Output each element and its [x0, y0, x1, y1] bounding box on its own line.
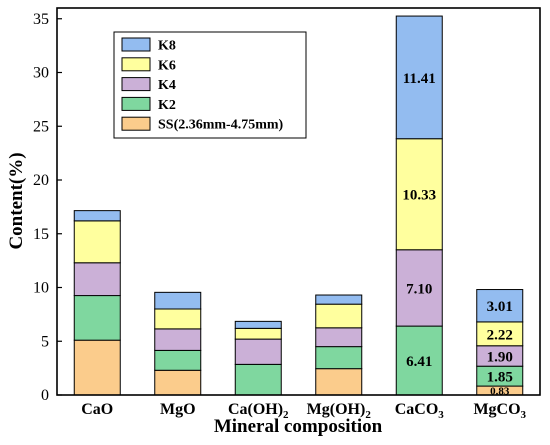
y-tick-label: 35: [33, 11, 49, 28]
bar-segment: [315, 368, 363, 396]
y-tick-label: 25: [33, 118, 49, 135]
x-tick-label: MgCO3: [473, 401, 526, 421]
y-tick-label: 0: [41, 387, 49, 404]
data-label: 3.01: [487, 299, 513, 315]
bar-segment: [154, 328, 202, 351]
bar-segment: [315, 346, 363, 370]
bar-segment: [73, 210, 121, 222]
x-tick-label: CaO: [81, 401, 113, 418]
bar-segment: [315, 294, 363, 305]
legend-swatch: [121, 77, 151, 92]
data-label: 6.41: [406, 354, 432, 370]
bar-segment: [73, 295, 121, 341]
y-tick-label: 15: [33, 226, 49, 243]
bar-segment: [154, 291, 202, 310]
x-tick-labels: CaO MgO Ca(OH)2 Mg(OH)2 CaCO3 MgCO3: [81, 401, 526, 421]
bar-segment: [234, 320, 282, 329]
y-tick-label: 10: [33, 280, 49, 297]
plot-frame: [56, 7, 541, 396]
data-label: 1.85: [487, 370, 513, 386]
legend-label: K8: [158, 39, 176, 54]
y-tick-label: 5: [41, 333, 49, 350]
legend-swatch: [121, 116, 151, 131]
bar-segment: [315, 327, 363, 348]
bar-segment: [154, 349, 202, 371]
bar-segment: [234, 363, 282, 396]
legend-label: K6: [158, 58, 176, 73]
bar-segment: [395, 249, 443, 327]
legend-label: K2: [158, 98, 176, 113]
legend-swatch: [121, 37, 151, 52]
legend-swatch: [121, 57, 151, 72]
x-tick-label: Mg(OH)2: [307, 401, 372, 421]
bar-segment: [73, 220, 121, 264]
bar-segment: [154, 369, 202, 396]
data-label: 2.22: [487, 327, 513, 343]
bar-segment: [73, 339, 121, 396]
bar-segment: [73, 262, 121, 297]
x-tick-label: MgO: [160, 401, 196, 418]
bar-segment: [154, 308, 202, 330]
legend-label: K4: [158, 78, 176, 93]
bar-segment: [234, 327, 282, 340]
bar-stacks: [73, 15, 524, 396]
bar-segment: [395, 325, 443, 396]
legend-label: SS(2.36mm-4.75mm): [158, 118, 284, 133]
bar-segment: [476, 289, 524, 323]
legend: K8 K6 K4 K2 SS(2.36mm-4.75mm): [113, 31, 307, 139]
bar-segment: [315, 303, 363, 329]
data-label: 1.90: [487, 349, 513, 365]
x-axis-title: Mineral composition: [214, 416, 383, 437]
x-tick-label: Ca(OH)2: [228, 401, 289, 421]
data-label: 10.33: [402, 188, 436, 204]
bar-segment: [395, 138, 443, 251]
data-label: 7.10: [406, 281, 432, 297]
bar-segment: [395, 15, 443, 140]
y-tick-label: 30: [33, 65, 49, 82]
bar-segment: [234, 338, 282, 365]
data-label: 11.41: [403, 71, 436, 87]
legend-swatch: [121, 96, 151, 111]
y-tick-labels: 0 5 10 15 20 25 30 35: [33, 11, 49, 404]
y-tick-label: 20: [33, 172, 49, 189]
y-axis-title: Content(%): [6, 152, 27, 249]
x-tick-label: CaCO3: [395, 401, 445, 421]
